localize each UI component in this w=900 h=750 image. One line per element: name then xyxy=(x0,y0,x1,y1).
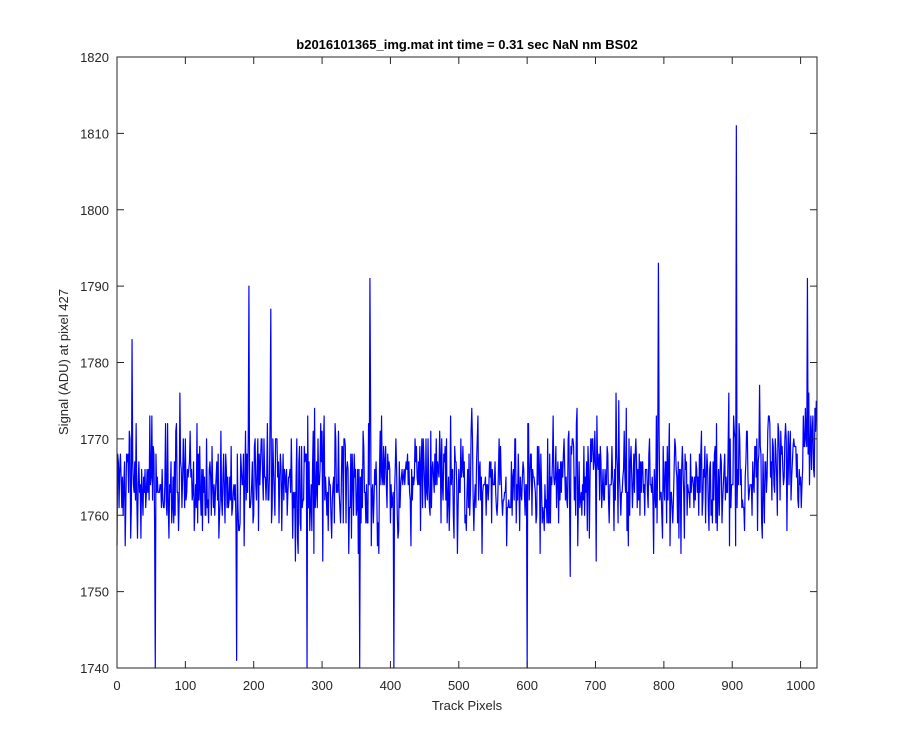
y-ticks: 1740 1750 1760 1770 1780 1790 1800 1810 1820 xyxy=(80,50,817,676)
chart-title: b2016101365_img.mat int time = 0.31 sec … xyxy=(296,37,637,52)
x-tick-label: 700 xyxy=(585,678,607,693)
x-tick-label: 800 xyxy=(653,678,675,693)
x-tick-label: 200 xyxy=(243,678,265,693)
y-tick-label: 1760 xyxy=(80,508,109,523)
x-tick-label: 1000 xyxy=(786,678,815,693)
x-tick-label: 300 xyxy=(311,678,333,693)
y-tick-label: 1790 xyxy=(80,279,109,294)
series-layer xyxy=(116,125,817,669)
y-tick-label: 1750 xyxy=(80,585,109,600)
x-tick-label: 0 xyxy=(113,678,120,693)
x-tick-label: 900 xyxy=(721,678,743,693)
y-axis-label: Signal (ADU) at pixel 427 xyxy=(56,289,71,435)
y-tick-label: 1820 xyxy=(80,50,109,65)
series-line xyxy=(116,125,817,669)
x-tick-label: 100 xyxy=(175,678,197,693)
x-tick-label: 600 xyxy=(516,678,538,693)
x-tick-label: 400 xyxy=(380,678,402,693)
y-tick-label: 1810 xyxy=(80,126,109,141)
y-tick-label: 1740 xyxy=(80,661,109,676)
x-ticks: 0 100 200 300 400 500 600 700 800 900 1000 xyxy=(113,57,815,693)
y-tick-label: 1770 xyxy=(80,432,109,447)
x-tick-label: 500 xyxy=(448,678,470,693)
x-axis-label: Track Pixels xyxy=(432,698,503,713)
y-tick-label: 1780 xyxy=(80,356,109,371)
plot-area xyxy=(117,57,817,668)
y-tick-label: 1800 xyxy=(80,203,109,218)
